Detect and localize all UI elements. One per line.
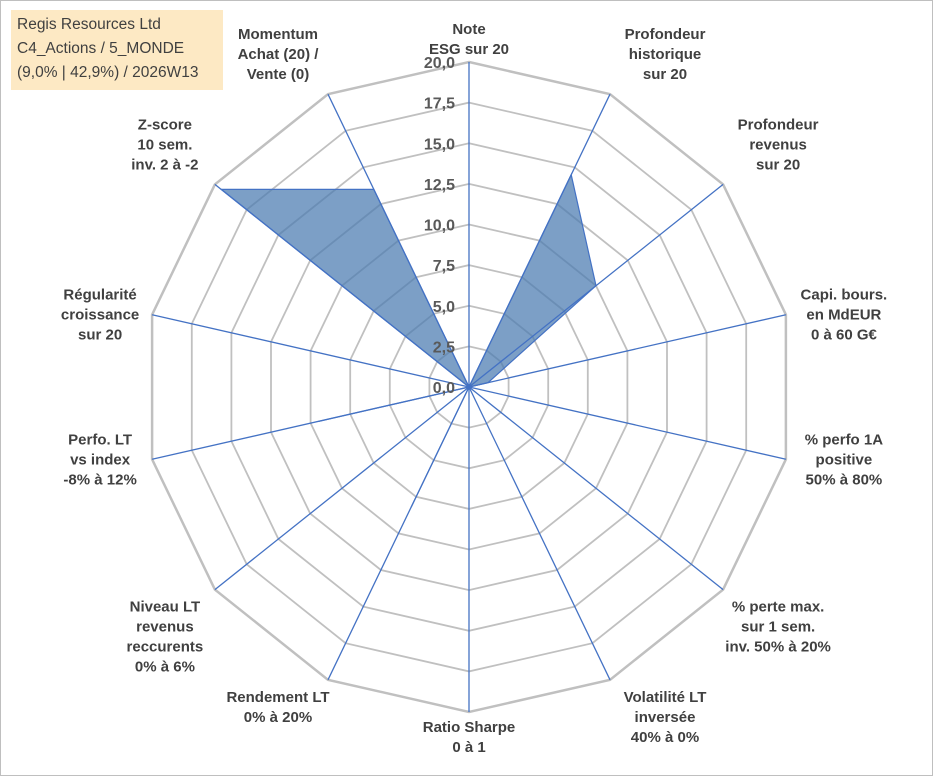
- axis-label: Z-score 10 sem. inv. 2 à -2: [131, 116, 198, 173]
- tick-label: 12,5: [424, 177, 455, 194]
- axis-label-line: 0% à 20%: [244, 709, 312, 726]
- tick-label: 0,0: [433, 380, 455, 397]
- axis-label-line: croissance: [61, 307, 139, 324]
- axis-label-line: Ratio Sharpe: [423, 719, 516, 736]
- tick-label: 17,5: [424, 96, 455, 113]
- axis-label-line: sur 1 sem.: [741, 619, 815, 636]
- axis-label-line: Achat (20) /: [238, 46, 320, 63]
- axis-label: Profondeur historique sur 20: [625, 26, 706, 83]
- axis-label: Volatilité LT inversée 40% à 0%: [624, 689, 707, 746]
- axis-spoke: [327, 93, 470, 388]
- axis-label-line: Capi. bours.: [801, 287, 888, 304]
- axis-label-line: 10 sem.: [137, 136, 192, 153]
- axis-label-line: % perte max.: [732, 599, 825, 616]
- axis-label-line: revenus: [136, 619, 194, 636]
- axis-label: Niveau LT revenus reccurents 0% à 6%: [127, 599, 204, 676]
- axis-label-line: sur 20: [756, 156, 800, 173]
- axis-label: % perte max. sur 1 sem. inv. 50% à 20%: [725, 599, 831, 656]
- axis-label-line: 0% à 6%: [135, 659, 195, 676]
- axis-label-line: 40% à 0%: [631, 729, 699, 746]
- axis-label: % perfo 1A positive 50% à 80%: [805, 431, 884, 488]
- tick-label: 5,0: [433, 299, 455, 316]
- axis-label-line: historique: [629, 46, 702, 63]
- axis-label-line: Vente (0): [247, 66, 310, 83]
- axis-spoke: [468, 183, 724, 388]
- axis-label-line: sur 20: [643, 66, 687, 83]
- axis-label-line: inversée: [635, 709, 696, 726]
- info-company: Regis Resources Ltd: [17, 16, 161, 33]
- axis-spoke: [468, 386, 724, 591]
- axis-spoke: [151, 314, 470, 388]
- axis-label-line: Régularité: [63, 287, 136, 304]
- axis-label-line: ESG sur 20: [429, 41, 509, 58]
- tick-label: 15,0: [424, 136, 455, 153]
- axis-label: Ratio Sharpe 0 à 1: [423, 719, 516, 756]
- info-category: C4_Actions / 5_MONDE: [17, 40, 185, 57]
- axis-label: Rendement LT 0% à 20%: [226, 689, 329, 726]
- axis-spoke: [468, 314, 787, 388]
- axis-label-line: inv. 2 à -2: [131, 156, 198, 173]
- axis-label-line: 0 à 60 G€: [811, 327, 878, 344]
- axis-label-line: Note: [452, 21, 485, 38]
- axis-label: Régularité croissance sur 20: [61, 287, 139, 344]
- axis-label-line: inv. 50% à 20%: [725, 639, 831, 656]
- axis-spoke: [468, 386, 611, 681]
- axis-label-line: positive: [816, 451, 873, 468]
- info-stats: (9,0% | 42,9%) / 2026W13: [17, 64, 199, 81]
- axis-label: Momentum Achat (20) / Vente (0): [238, 26, 320, 83]
- tick-label: 2,5: [433, 339, 455, 356]
- tick-label: 10,0: [424, 218, 455, 235]
- axis-spoke: [214, 183, 470, 388]
- axis-label-line: % perfo 1A: [805, 431, 884, 448]
- info-box: Regis Resources Ltd C4_Actions / 5_MONDE…: [11, 10, 223, 90]
- axis-label-line: sur 20: [78, 327, 122, 344]
- axis-label: Perfo. LT vs index -8% à 12%: [63, 431, 136, 488]
- axis-spoke: [327, 386, 470, 681]
- axis-label: Profondeur revenus sur 20: [738, 116, 819, 173]
- axis-label-line: 0 à 1: [452, 739, 485, 756]
- axis-label-line: Profondeur: [738, 116, 819, 133]
- tick-label: 7,5: [433, 258, 455, 275]
- axis-label-line: Profondeur: [625, 26, 706, 43]
- axis-spoke: [214, 386, 470, 591]
- axis-label-line: revenus: [749, 136, 807, 153]
- axis-label-line: 50% à 80%: [806, 471, 883, 488]
- axis-label-line: Rendement LT: [226, 689, 329, 706]
- axis-label: Capi. bours. en MdEUR 0 à 60 G€: [801, 287, 888, 344]
- axis-spoke: [468, 386, 787, 460]
- axis-label-line: Momentum: [238, 26, 318, 43]
- axis-spoke: [151, 386, 470, 460]
- axis-label-line: vs index: [70, 451, 131, 468]
- axis-label-line: reccurents: [127, 639, 204, 656]
- axis-label-line: en MdEUR: [806, 307, 881, 324]
- axis-label-line: Volatilité LT: [624, 689, 707, 706]
- series-area: [219, 172, 597, 508]
- axis-label: Note ESG sur 20: [429, 21, 509, 58]
- axis-label-line: Z-score: [138, 116, 192, 133]
- axis-spoke: [468, 93, 611, 388]
- axis-label-line: Niveau LT: [130, 599, 201, 616]
- axis-label-line: -8% à 12%: [63, 471, 136, 488]
- tick-label: 20,0: [424, 55, 455, 72]
- axis-label-line: Perfo. LT: [68, 431, 132, 448]
